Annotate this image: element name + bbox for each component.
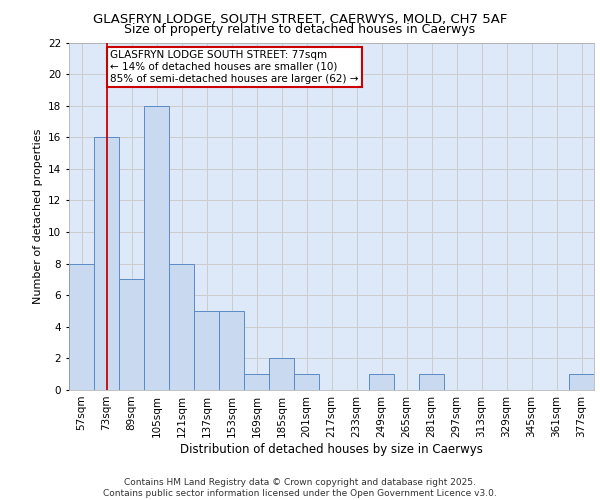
Text: GLASFRYN LODGE SOUTH STREET: 77sqm
← 14% of detached houses are smaller (10)
85%: GLASFRYN LODGE SOUTH STREET: 77sqm ← 14%… xyxy=(110,50,359,84)
Y-axis label: Number of detached properties: Number of detached properties xyxy=(32,128,43,304)
Bar xyxy=(169,264,194,390)
Text: GLASFRYN LODGE, SOUTH STREET, CAERWYS, MOLD, CH7 5AF: GLASFRYN LODGE, SOUTH STREET, CAERWYS, M… xyxy=(93,12,507,26)
Bar xyxy=(94,138,119,390)
Text: Contains HM Land Registry data © Crown copyright and database right 2025.
Contai: Contains HM Land Registry data © Crown c… xyxy=(103,478,497,498)
Bar xyxy=(219,311,244,390)
Bar xyxy=(269,358,294,390)
Bar xyxy=(119,280,144,390)
X-axis label: Distribution of detached houses by size in Caerwys: Distribution of detached houses by size … xyxy=(180,442,483,456)
Text: Size of property relative to detached houses in Caerwys: Size of property relative to detached ho… xyxy=(124,22,476,36)
Bar xyxy=(569,374,594,390)
Bar xyxy=(194,311,219,390)
Bar xyxy=(144,106,169,390)
Bar xyxy=(69,264,94,390)
Bar xyxy=(244,374,269,390)
Bar xyxy=(369,374,394,390)
Bar xyxy=(294,374,319,390)
Bar xyxy=(419,374,444,390)
